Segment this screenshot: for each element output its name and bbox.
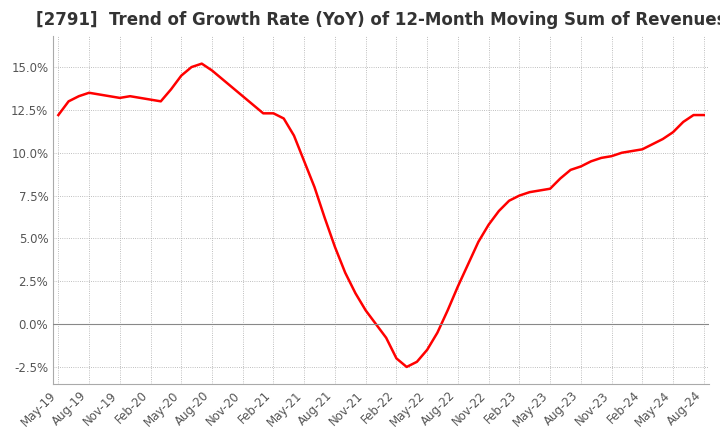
Title: [2791]  Trend of Growth Rate (YoY) of 12-Month Moving Sum of Revenues: [2791] Trend of Growth Rate (YoY) of 12-… — [36, 11, 720, 29]
